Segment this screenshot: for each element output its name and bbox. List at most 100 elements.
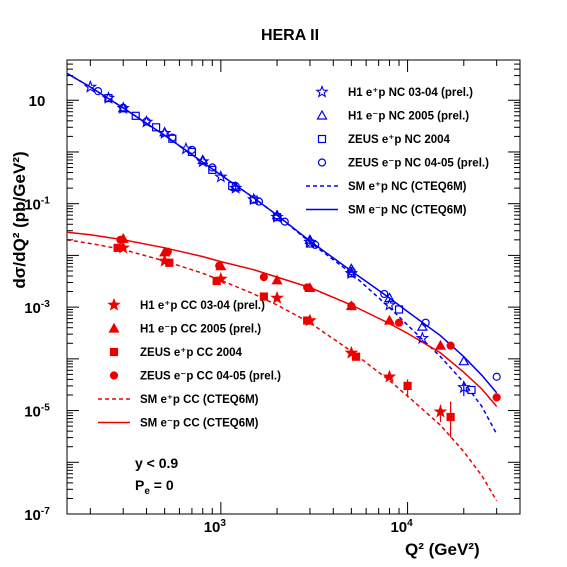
legend-layer: H1 e⁺p NC 03-04 (prel.) H1 e⁻p NC 2005 (p…: [98, 84, 489, 430]
y-tick-label: 10-5: [24, 403, 50, 421]
data-point: [163, 247, 172, 256]
data-point: [347, 301, 356, 311]
data-point: [119, 103, 128, 112]
data-point: [383, 292, 396, 303]
y-cut: y < 0.9: [135, 455, 178, 471]
data-point: [208, 165, 217, 175]
data-point: [151, 123, 161, 132]
x-axis-label: Q² (GeV²): [405, 540, 480, 559]
data-point: [446, 412, 455, 422]
y-tick-label: 10-7: [24, 506, 50, 524]
legend-label: H1 e⁺p CC 03-04 (prel.): [140, 300, 265, 312]
data-point: [303, 316, 312, 325]
data-point: [187, 147, 197, 157]
data-point: [311, 240, 320, 249]
data-point: [347, 269, 356, 278]
data-point: [383, 314, 396, 325]
legend-label: H1 e⁻p CC 2005 (prel.): [140, 324, 261, 336]
legend-marker: [109, 347, 119, 357]
legend-label: H1 e⁻p NC 2005 (prel.): [348, 111, 469, 123]
data-point: [457, 380, 471, 394]
y-tick-label: 10-3: [24, 299, 50, 317]
data-point: [197, 154, 209, 165]
x-tick-label: 104: [390, 518, 413, 536]
data-point: [434, 339, 446, 350]
legend-label: ZEUS e⁺p NC 2004: [348, 134, 451, 146]
curve-3: [66, 231, 498, 407]
data-point: [113, 243, 122, 252]
data-point: [280, 217, 289, 226]
data-point: [305, 239, 315, 248]
data-point: [208, 163, 217, 172]
data-point: [303, 283, 312, 292]
data-point: [467, 385, 476, 395]
data-point: [93, 87, 103, 96]
legend-marker: [317, 134, 327, 144]
legend-marker: [107, 297, 121, 311]
y-axis-label-text: dσ/dQ² (pb/GeV²): [10, 151, 29, 288]
data-point: [259, 273, 268, 282]
data-point: [168, 133, 177, 142]
data-point: [380, 289, 389, 299]
data-point: [212, 276, 221, 286]
data-point: [351, 352, 361, 361]
plot-area: [66, 59, 521, 515]
data-point: [492, 393, 501, 402]
legend-label: ZEUS e⁻p NC 04-05 (prel.): [348, 158, 489, 170]
data-point: [458, 355, 470, 366]
x-tick-label: 103: [204, 518, 227, 536]
data-point: [165, 258, 174, 267]
data-point: [83, 79, 98, 93]
data-point: [117, 102, 129, 113]
data-point: [254, 197, 264, 206]
legend-marker: [316, 109, 328, 120]
chart-title: HERA II: [261, 27, 319, 44]
data-point: [187, 145, 197, 154]
data-point: [304, 234, 316, 244]
data-point: [433, 404, 448, 418]
polarisation: Pe = 0: [135, 477, 174, 497]
plot-frame: [66, 59, 521, 515]
legend-marker: [317, 158, 327, 167]
data-point: [394, 305, 404, 314]
legend-nc: H1 e⁺p NC 03-04 (prel.) H1 e⁻p NC 2005 (p…: [306, 84, 489, 217]
curve-2: [66, 239, 498, 502]
data-point: [272, 213, 282, 222]
legend-marker: [315, 84, 329, 98]
y-tick-label: 10-1: [24, 196, 50, 214]
data-point: [421, 318, 430, 327]
tick-layer: 103 104 10 10-1 10-3 10-5 10-7: [24, 59, 521, 536]
marker-layer: [83, 79, 501, 438]
y-tick-label: 10: [29, 93, 46, 110]
data-point: [382, 297, 397, 311]
legend-marker: [109, 371, 119, 380]
data-point: [271, 209, 283, 220]
data-point: [271, 274, 283, 285]
data-point: [214, 169, 228, 183]
legend-label: SM e⁻p NC (CTEQ6M): [348, 205, 467, 217]
data-point: [159, 126, 171, 137]
data-point: [344, 345, 359, 359]
data-point: [142, 117, 151, 126]
data-point: [270, 290, 284, 304]
data-point: [446, 341, 455, 350]
data-point: [104, 94, 113, 103]
annotation-layer: y < 0.9 Pe = 0: [135, 455, 178, 497]
data-point: [249, 195, 258, 204]
legend-label: ZEUS e⁻p CC 04-05 (prel.): [140, 371, 281, 383]
legend-label: SM e⁺p CC (CTEQ6M): [140, 394, 259, 406]
data-point: [347, 266, 356, 276]
data-point: [231, 181, 240, 191]
data-point: [228, 181, 237, 191]
data-point: [259, 292, 268, 301]
legend-label: SM e⁻p CC (CTEQ6M): [140, 418, 259, 430]
legend-label: ZEUS e⁺p CC 2004: [140, 347, 243, 359]
data-point: [403, 381, 412, 390]
data-point: [382, 369, 397, 383]
data-point: [131, 111, 140, 120]
legend-label: SM e⁺p NC (CTEQ6M): [348, 181, 467, 193]
data-point: [492, 372, 501, 381]
legend-cc: H1 e⁺p CC 03-04 (prel.) H1 e⁻p CC 2005 (p…: [98, 297, 281, 430]
y-axis-label: dσ/dQ² (pb/GeV²): [10, 151, 29, 288]
